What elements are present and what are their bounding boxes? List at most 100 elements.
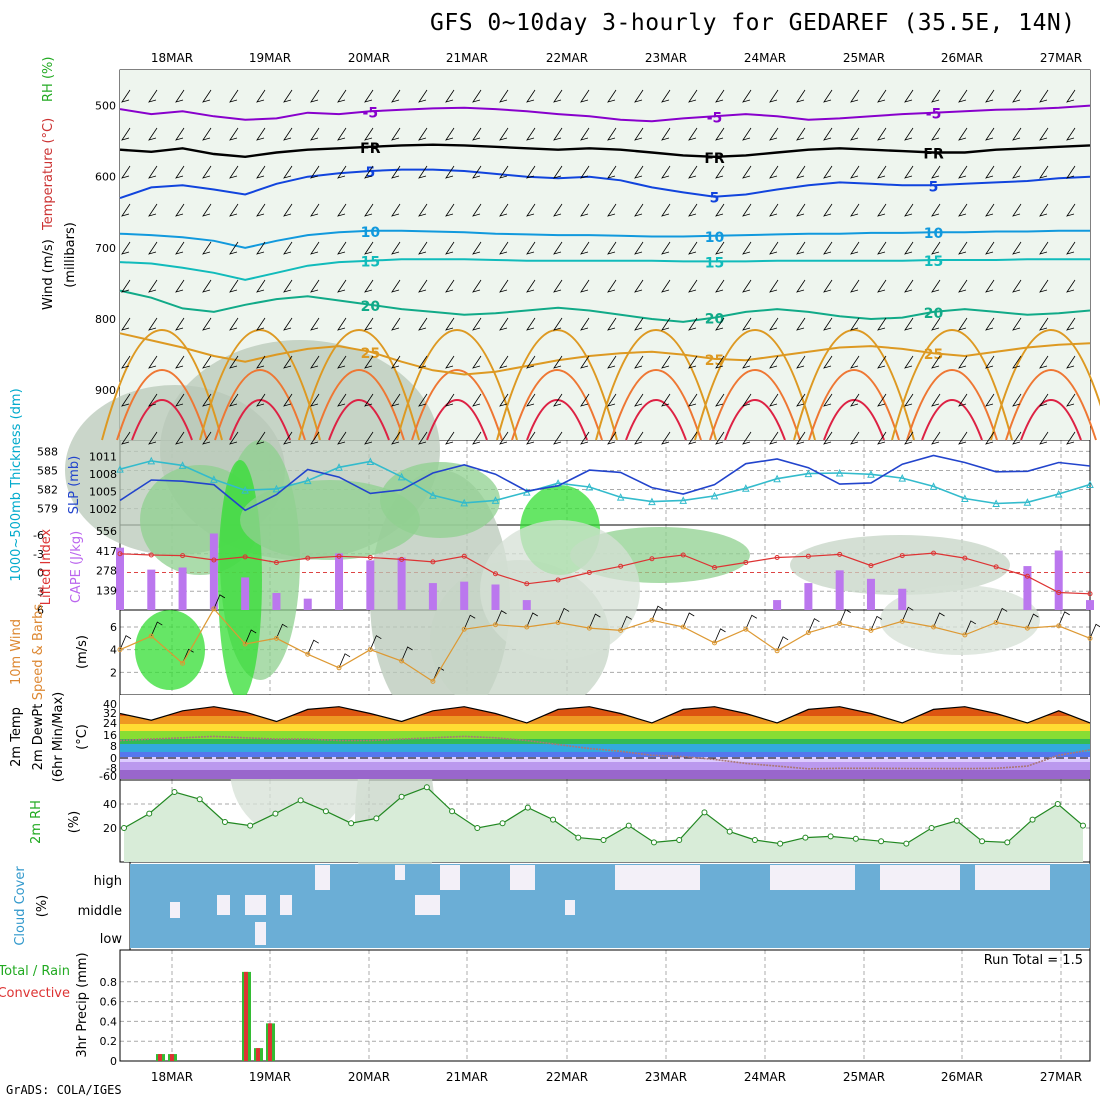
wind-barb bbox=[121, 393, 131, 407]
wind-barb bbox=[526, 393, 536, 407]
wind-barb bbox=[715, 89, 725, 103]
wind-barb bbox=[769, 127, 779, 141]
wind-barb bbox=[877, 317, 887, 331]
wind-barb bbox=[839, 609, 851, 624]
wind-speed-marker bbox=[148, 633, 154, 639]
wind-barb bbox=[742, 203, 752, 217]
wind-barb bbox=[418, 165, 428, 179]
date-label-top: 25MAR bbox=[843, 51, 885, 65]
wind-barb bbox=[931, 355, 941, 369]
temp-color-band bbox=[120, 762, 1090, 770]
wind-barb bbox=[337, 89, 347, 103]
date-label-bottom: 26MAR bbox=[941, 1070, 983, 1084]
lifted-index-marker bbox=[1087, 591, 1093, 597]
isotherm-arc bbox=[793, 329, 915, 441]
precip-tick: 0.8 bbox=[100, 976, 118, 989]
wind-barb bbox=[1066, 89, 1076, 103]
rh-unit: (%) bbox=[67, 811, 82, 834]
lifted-index-marker bbox=[649, 556, 655, 562]
thickness-marker bbox=[616, 493, 625, 501]
wind-barb bbox=[256, 127, 266, 141]
wind-barb bbox=[661, 393, 671, 407]
wind-barb bbox=[850, 203, 860, 217]
wind-barb bbox=[931, 431, 941, 445]
wind-barb bbox=[850, 241, 860, 255]
wind-barb bbox=[526, 165, 536, 179]
isotherm-arc bbox=[101, 329, 223, 441]
wind-barb bbox=[256, 393, 266, 407]
wind-barb bbox=[175, 431, 185, 445]
wind-barb bbox=[472, 431, 482, 445]
wind-barb bbox=[310, 127, 320, 141]
wind-barb bbox=[463, 614, 476, 630]
cape-bar bbox=[898, 588, 907, 610]
wind-speed-marker bbox=[492, 622, 498, 628]
wind-barb bbox=[1012, 279, 1022, 293]
wind-barb bbox=[964, 620, 977, 636]
wind-speed-marker bbox=[211, 606, 217, 612]
wind-barb bbox=[769, 89, 779, 103]
wind-speed-marker bbox=[931, 624, 937, 630]
cape-bar bbox=[1054, 550, 1063, 610]
wind-barb bbox=[256, 431, 266, 445]
cape-bar bbox=[1086, 600, 1094, 610]
cape-bar bbox=[1023, 566, 1032, 610]
rh-marker bbox=[878, 838, 885, 845]
temp-color-band bbox=[120, 744, 1090, 752]
isotherm-arc bbox=[990, 329, 1100, 441]
wind-barb bbox=[985, 317, 995, 331]
wind-barb bbox=[580, 317, 590, 331]
isotherm-arc bbox=[625, 399, 687, 441]
wind-barb bbox=[364, 203, 374, 217]
wind-barb bbox=[850, 431, 860, 445]
isotherm-arc bbox=[411, 369, 503, 441]
wind-barb bbox=[877, 355, 887, 369]
date-label-top: 23MAR bbox=[645, 51, 687, 65]
wind-barb bbox=[796, 393, 806, 407]
cape-tick: 556 bbox=[96, 525, 117, 538]
wind-barb bbox=[607, 165, 617, 179]
cloud-gap bbox=[415, 895, 440, 915]
wind-barb bbox=[391, 89, 401, 103]
rh-blob bbox=[480, 520, 640, 660]
wind-barb bbox=[391, 431, 401, 445]
date-label-top: 27MAR bbox=[1040, 51, 1082, 65]
temp-tick: 16 bbox=[103, 729, 117, 742]
date-label-top: 26MAR bbox=[941, 51, 983, 65]
wind-barb bbox=[715, 431, 725, 445]
wind-barb bbox=[634, 393, 644, 407]
isotherm-line bbox=[119, 258, 1090, 281]
wind-barb bbox=[931, 279, 941, 293]
wind-barb bbox=[823, 431, 833, 445]
temp-color-band bbox=[120, 739, 1090, 744]
cloud-gap bbox=[770, 865, 855, 890]
wind-barb bbox=[958, 241, 968, 255]
wind-barb bbox=[553, 165, 563, 179]
wind-barb bbox=[661, 165, 671, 179]
wind-barb bbox=[337, 165, 347, 179]
wind-barb bbox=[256, 317, 266, 331]
wind-barb bbox=[769, 355, 779, 369]
wind-barb bbox=[688, 279, 698, 293]
wind-barb bbox=[121, 241, 131, 255]
pressure-tick: 500 bbox=[95, 100, 116, 113]
isotherm-arc bbox=[906, 369, 998, 441]
thickness-marker bbox=[835, 468, 844, 477]
wind-barb bbox=[901, 606, 914, 622]
wind-speed-marker bbox=[618, 627, 624, 633]
lifted-index-marker bbox=[430, 559, 436, 565]
wind-barb bbox=[1039, 241, 1049, 255]
wind-barb bbox=[418, 317, 428, 331]
wind-barb bbox=[715, 317, 725, 331]
temp-unit: (°C) bbox=[75, 724, 90, 750]
thickness-tick: 585 bbox=[37, 464, 58, 477]
wind-speed-marker bbox=[1024, 625, 1030, 631]
thickness-marker bbox=[397, 472, 406, 481]
rh-marker bbox=[726, 828, 733, 835]
wind-barb bbox=[580, 89, 590, 103]
isotherm-arc bbox=[426, 399, 488, 441]
date-label-bottom: 18MAR bbox=[151, 1070, 193, 1084]
wind-unit: (m/s) bbox=[75, 635, 90, 669]
wind-barb bbox=[283, 89, 293, 103]
cape-bar bbox=[491, 584, 500, 610]
